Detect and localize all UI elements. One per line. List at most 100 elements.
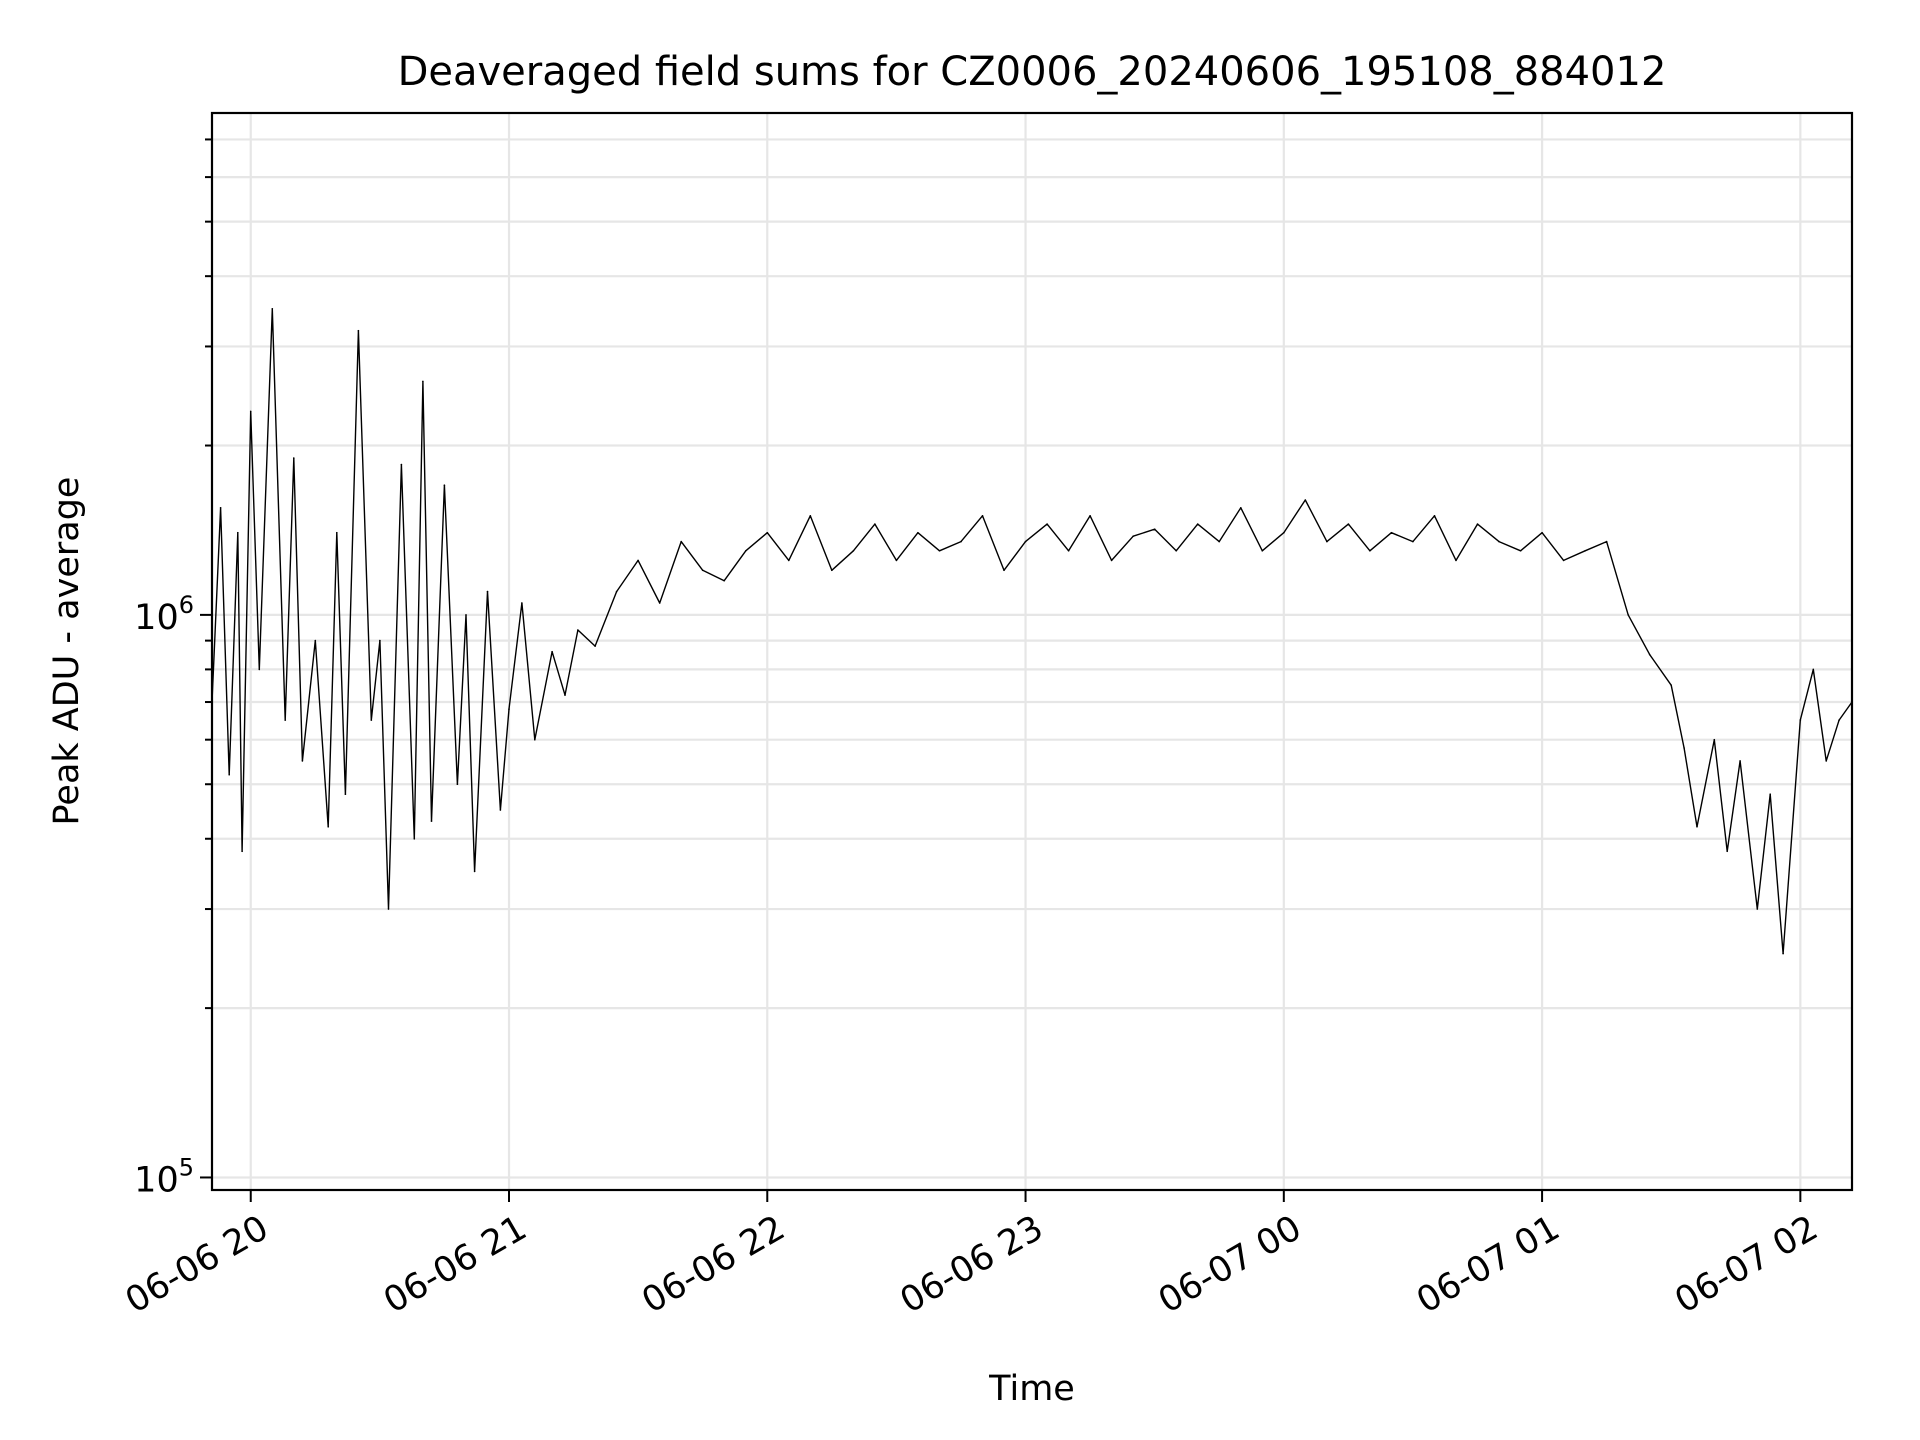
data-point bbox=[473, 870, 476, 873]
data-point bbox=[874, 523, 876, 525]
data-point bbox=[1519, 550, 1522, 552]
data-point bbox=[1739, 760, 1741, 762]
data-point bbox=[1782, 952, 1784, 955]
data-point bbox=[1175, 550, 1177, 552]
data-point bbox=[1046, 523, 1048, 525]
data-point bbox=[508, 708, 510, 710]
data-point bbox=[400, 463, 403, 466]
data-point bbox=[1240, 507, 1242, 509]
data-point bbox=[1799, 719, 1802, 721]
data-point bbox=[357, 329, 360, 332]
data-point bbox=[1347, 523, 1350, 525]
x-tick-label: 06-07 00 bbox=[1152, 1208, 1308, 1321]
data-point bbox=[809, 515, 812, 517]
data-point bbox=[336, 531, 338, 534]
data-point bbox=[534, 738, 536, 741]
data-point bbox=[917, 531, 919, 534]
data-point bbox=[960, 540, 962, 543]
x-tick-label: 06-07 01 bbox=[1410, 1208, 1566, 1321]
data-point bbox=[370, 719, 373, 721]
data-point bbox=[766, 531, 769, 534]
data-point bbox=[1326, 540, 1328, 543]
data-point bbox=[1696, 826, 1698, 828]
x-tick-label: 06-06 20 bbox=[119, 1208, 275, 1321]
data-point bbox=[701, 569, 704, 572]
data-point bbox=[314, 639, 317, 642]
data-point bbox=[1153, 528, 1156, 530]
data-point bbox=[1110, 559, 1113, 562]
data-point bbox=[219, 507, 222, 509]
data-point bbox=[1713, 738, 1716, 741]
data-point bbox=[443, 484, 446, 487]
data-point bbox=[1369, 550, 1371, 552]
x-axis-ticks: 06-06 20 06-06 21 06-06 22 06-06 23 06-07 00… bbox=[119, 1190, 1825, 1321]
data-point bbox=[577, 629, 579, 631]
data-point bbox=[981, 515, 984, 517]
series bbox=[211, 308, 1853, 955]
data-point bbox=[938, 550, 941, 552]
data-point bbox=[1769, 793, 1771, 795]
data-point bbox=[831, 569, 833, 572]
data-point bbox=[1003, 569, 1005, 572]
data-point bbox=[228, 773, 230, 776]
data-point bbox=[1498, 540, 1500, 543]
data-point bbox=[1825, 760, 1827, 762]
data-point bbox=[680, 540, 682, 543]
data-point bbox=[594, 645, 596, 647]
data-point bbox=[1756, 908, 1759, 910]
data-point bbox=[1089, 515, 1091, 517]
data-point bbox=[249, 410, 252, 413]
data-point bbox=[1670, 684, 1672, 686]
data-point bbox=[723, 579, 725, 582]
data-point bbox=[293, 457, 295, 459]
data-point bbox=[387, 908, 390, 910]
data-point bbox=[637, 559, 639, 562]
data-point bbox=[564, 694, 566, 696]
data-point bbox=[379, 639, 381, 642]
series-line-0 bbox=[211, 308, 1853, 955]
y-axis-ticks: 105 106 bbox=[134, 138, 212, 1200]
minor-gridlines bbox=[212, 138, 1852, 1010]
data-point bbox=[499, 809, 502, 811]
data-point bbox=[1838, 719, 1840, 721]
data-point bbox=[1726, 850, 1728, 853]
chart-title: Deaveraged field sums for CZ0006_2024060… bbox=[398, 49, 1667, 95]
data-point bbox=[1196, 523, 1199, 525]
data-point bbox=[1455, 559, 1457, 562]
data-point bbox=[1412, 540, 1414, 543]
data-point bbox=[1683, 747, 1685, 749]
data-point bbox=[1584, 550, 1586, 552]
x-tick-label: 06-06 23 bbox=[894, 1208, 1050, 1321]
x-axis-label: Time bbox=[988, 1369, 1075, 1409]
data-point bbox=[1067, 550, 1070, 552]
data-point bbox=[1476, 523, 1479, 525]
data-point bbox=[788, 559, 790, 562]
data-point bbox=[456, 783, 459, 785]
data-point bbox=[852, 550, 855, 552]
data-point bbox=[430, 820, 433, 822]
data-point bbox=[1812, 668, 1815, 671]
data-point bbox=[301, 760, 304, 762]
y-axis-label: Peak ADU - average bbox=[47, 477, 87, 826]
data-point bbox=[271, 308, 274, 310]
data-point bbox=[241, 850, 243, 853]
data-point bbox=[1433, 515, 1436, 517]
y-tick-label: 106 bbox=[134, 591, 194, 638]
data-point bbox=[258, 668, 261, 671]
x-tick-label: 06-06 21 bbox=[377, 1208, 533, 1321]
data-point bbox=[1261, 550, 1264, 552]
data-point bbox=[327, 826, 330, 828]
data-point bbox=[1605, 540, 1608, 543]
data-point bbox=[1541, 531, 1543, 534]
y-tick-label: 105 bbox=[134, 1153, 194, 1200]
data-point bbox=[422, 380, 424, 383]
data-point bbox=[344, 793, 347, 795]
data-point bbox=[413, 838, 416, 840]
data-point bbox=[284, 719, 287, 721]
data-point bbox=[1132, 535, 1134, 537]
plot-frame bbox=[210, 111, 1854, 1192]
data-point bbox=[1218, 540, 1220, 543]
major-gridlines bbox=[212, 113, 1852, 1190]
data-point bbox=[1648, 653, 1651, 656]
